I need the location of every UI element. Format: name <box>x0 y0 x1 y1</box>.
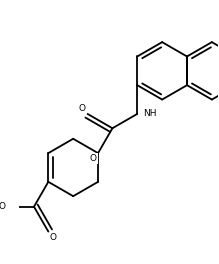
Text: O: O <box>0 202 6 211</box>
Text: O: O <box>50 233 57 242</box>
Text: O: O <box>90 154 97 163</box>
Text: NH: NH <box>143 109 156 118</box>
Text: O: O <box>79 104 86 114</box>
